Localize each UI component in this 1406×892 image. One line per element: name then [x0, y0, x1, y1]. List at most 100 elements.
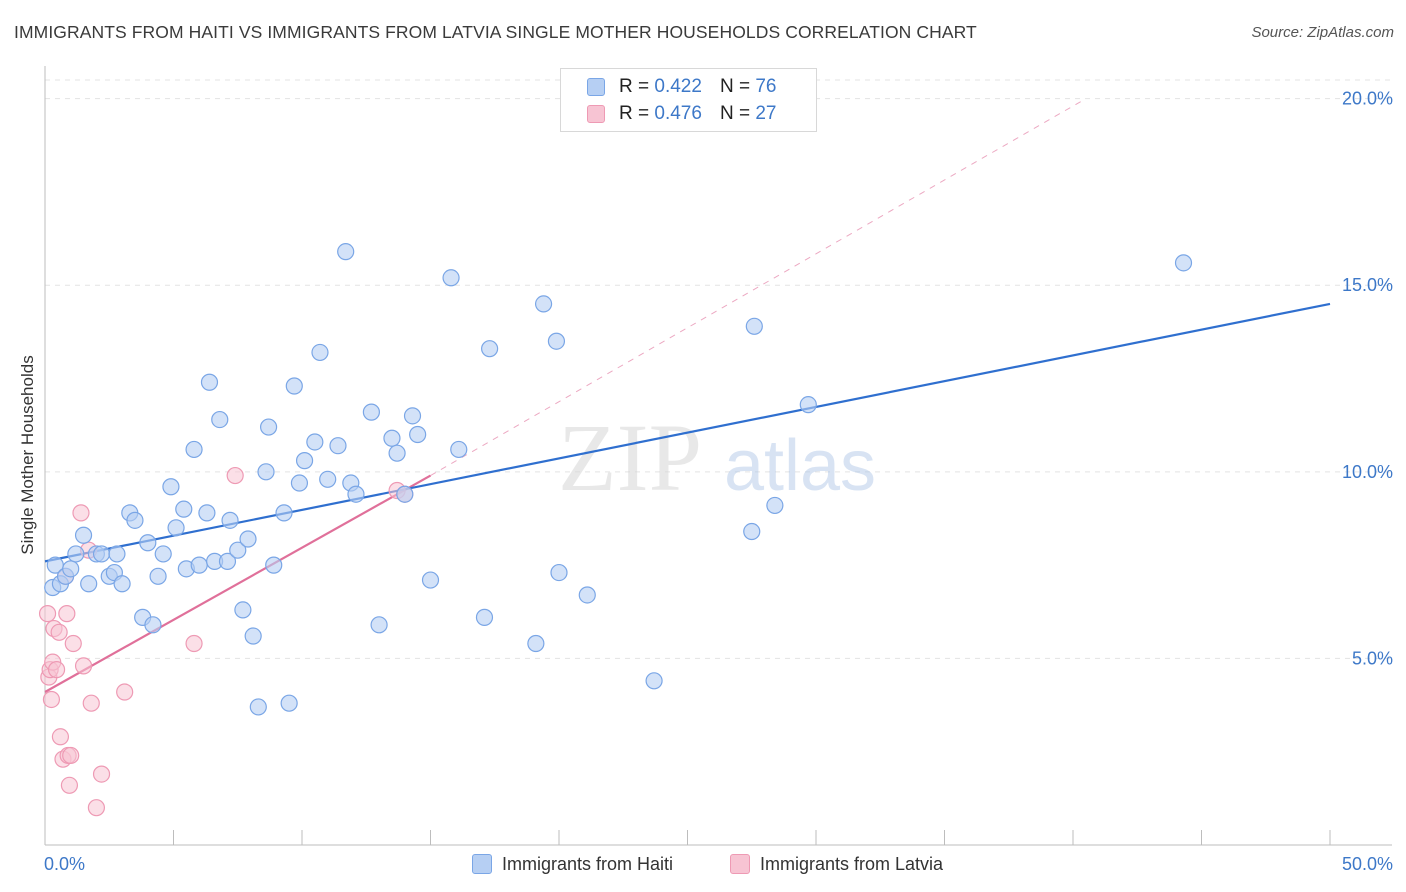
x-tick-label: 0.0% [44, 854, 85, 874]
watermark-zip: ZIP [558, 404, 702, 511]
latvia-swatch [587, 105, 605, 123]
legend-r-label: R = [619, 76, 650, 97]
haiti-point [200, 373, 219, 391]
haiti-point [527, 634, 545, 653]
haiti-point [167, 519, 185, 537]
haiti-legend-swatch [472, 854, 492, 874]
haiti-point [370, 616, 388, 634]
haiti-point [149, 567, 167, 585]
haiti-point [481, 340, 499, 358]
haiti-point [362, 403, 380, 421]
haiti-point [154, 545, 172, 563]
latvia-legend-label: Immigrants from Latvia [760, 853, 944, 874]
latvia-point [226, 466, 244, 485]
latvia-point [50, 623, 68, 641]
latvia-point [64, 634, 82, 653]
haiti-point [396, 485, 414, 503]
haiti-point [306, 433, 324, 451]
watermark: ZIP atlas [558, 404, 876, 511]
haiti-point [190, 556, 208, 574]
haiti-point [108, 545, 126, 563]
haiti-point [162, 478, 180, 496]
haiti-point [337, 243, 355, 261]
haiti-point [144, 616, 162, 634]
legend-row-haiti: R = 0.422 N = 76 [587, 74, 776, 100]
axes [44, 66, 1392, 846]
haiti-point [329, 437, 347, 455]
haiti-point [421, 571, 440, 589]
legend-r-value: 0.476 [654, 103, 702, 124]
haiti-point [319, 470, 337, 488]
haiti-swatch [587, 78, 605, 96]
haiti-point [198, 504, 216, 522]
haiti-point [239, 530, 257, 548]
haiti-point [185, 440, 203, 459]
bottom-legend-haiti: Immigrants from Haiti [472, 852, 673, 876]
haiti-point [74, 526, 93, 544]
haiti-points [44, 243, 1193, 716]
haiti-point [234, 601, 252, 619]
watermark-atlas: atlas [724, 426, 876, 506]
haiti-point [534, 295, 553, 313]
haiti-point [92, 545, 111, 563]
haiti-point [799, 396, 817, 414]
haiti-point [275, 504, 293, 522]
haiti-point [347, 485, 365, 503]
haiti-point [265, 556, 283, 574]
latvia-point [72, 504, 90, 522]
tick-labels: 5.0% 10.0% 15.0% 20.0% 0.0% 50.0% [44, 89, 1393, 874]
haiti-point [280, 694, 298, 712]
haiti-point [257, 463, 275, 481]
y-tick-label: 20.0% [1342, 89, 1393, 109]
latvia-point [47, 661, 66, 679]
haiti-point [80, 575, 98, 593]
legend-r-value: 0.422 [654, 76, 702, 97]
chart-title: IMMIGRANTS FROM HAITI VS IMMIGRANTS FROM… [14, 22, 977, 42]
latvia-point [87, 799, 106, 817]
haiti-point [244, 627, 262, 645]
haiti-trend-line [44, 302, 1331, 563]
haiti-point [221, 511, 239, 529]
latvia-point [42, 690, 61, 709]
haiti-point [295, 452, 314, 470]
haiti-point [745, 317, 763, 335]
legend-n-value: 27 [755, 103, 777, 124]
legend: R = 0.422 N = 76 R = 0.476 N = 27 [560, 68, 817, 132]
latvia-point [116, 683, 134, 701]
latvia-point [74, 657, 93, 675]
haiti-point [311, 343, 329, 362]
latvia-point [185, 634, 203, 653]
latvia-point [38, 605, 57, 623]
haiti-point [442, 269, 460, 287]
haiti-point [645, 672, 663, 690]
legend-row-latvia: R = 0.476 N = 27 [587, 101, 776, 127]
haiti-point [547, 332, 566, 350]
haiti-point [290, 474, 309, 492]
latvia-point [62, 746, 80, 765]
haiti-point [550, 563, 568, 582]
haiti-point [218, 552, 237, 570]
haiti-point [259, 418, 278, 436]
latvia-trend-line [44, 474, 432, 693]
haiti-point [1174, 254, 1193, 272]
latvia-point [51, 728, 70, 746]
latvia-point [82, 694, 100, 712]
haiti-point [67, 545, 85, 563]
haiti-point [766, 496, 784, 515]
y-tick-label: 15.0% [1342, 275, 1393, 295]
source-label: Source: ZipAtlas.com [1251, 24, 1394, 41]
bottom-legend-latvia: Immigrants from Latvia [730, 852, 943, 876]
haiti-point [126, 511, 144, 529]
latvia-point [58, 605, 76, 623]
haiti-point [139, 534, 157, 552]
grid-lines [45, 79, 1392, 659]
haiti-point [62, 560, 80, 578]
latvia-legend-swatch [730, 854, 750, 874]
legend-r-label: R = [619, 103, 650, 124]
y-tick-label: 10.0% [1342, 462, 1393, 482]
haiti-point [211, 410, 229, 429]
haiti-point [383, 429, 401, 447]
legend-n-label: N = [719, 76, 751, 97]
haiti-point [388, 444, 406, 462]
